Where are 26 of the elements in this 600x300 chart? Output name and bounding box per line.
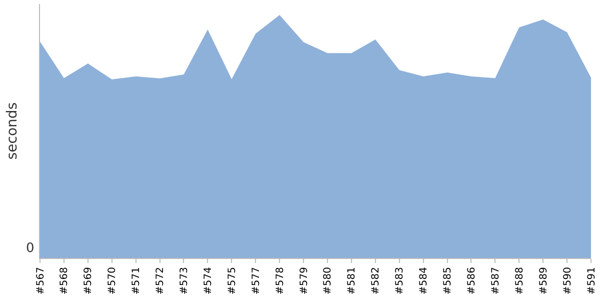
x-tick-label: #585 [442,267,454,294]
x-tick-label: #584 [418,267,430,294]
x-tick-label: #590 [562,267,574,294]
x-tick-label: #575 [226,267,238,294]
x-tick-label: #568 [59,267,70,294]
x-tick-label: #570 [107,267,118,294]
x-tick-label: #579 [298,267,310,294]
x-tick-label: #572 [155,267,166,294]
y-axis-title: seconds [4,102,21,160]
x-tick-label: #580 [322,267,334,294]
x-tick-label: #581 [346,267,358,294]
text: 0 [26,241,34,256]
x-tick-label: #567 [35,267,46,294]
x-tick-label: #577 [250,267,262,294]
x-tick-label: #587 [490,267,502,294]
x-tick-label: #574 [202,267,214,294]
x-tick-label: #569 [83,267,94,294]
x-tick-label: #583 [394,267,406,294]
x-tick-label: #591 [586,267,598,294]
x-tick-label: #571 [131,267,142,294]
x-tick-label: #573 [178,267,190,294]
x-tick-label: #589 [538,267,550,294]
x-tick-label: #578 [274,267,286,294]
x-tick-label: #586 [466,267,478,294]
x-tick-label: #588 [514,267,526,294]
x-tick-label: #582 [370,267,382,294]
